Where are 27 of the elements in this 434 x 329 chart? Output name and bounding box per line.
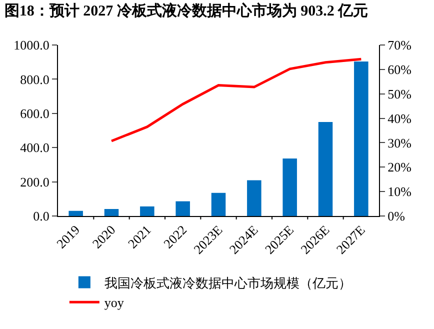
y-tick-label: 200.0: [20, 174, 50, 190]
y-tick-label: 1000.0: [14, 38, 50, 53]
bar: [282, 158, 297, 216]
line-series: [110, 58, 362, 142]
bar: [176, 201, 190, 216]
bar: [318, 122, 333, 216]
bar: [68, 210, 83, 216]
chart-title: 图18：预计 2027 冷板式液冷数据中心市场为 903.2 亿元: [4, 1, 368, 20]
y2-tick-label: 30%: [388, 135, 412, 150]
y2-tick-label: 20%: [388, 160, 412, 175]
y2-tick-label: 60%: [388, 62, 412, 77]
bar: [354, 62, 368, 216]
y2-tick-label: 10%: [388, 184, 412, 200]
y2-tick-label: 70%: [388, 38, 412, 53]
y-tick-label: 800.0: [20, 72, 50, 87]
y-tick-label: 400.0: [20, 140, 50, 156]
y2-tick-label: 50%: [388, 86, 412, 102]
y2-tick-label: 0%: [388, 208, 406, 224]
bar: [140, 206, 154, 216]
legend-label: 我国冷板式液冷数据中心市场规模（亿元）: [104, 275, 352, 290]
bar: [104, 208, 119, 216]
y2-tick-label: 40%: [388, 110, 412, 126]
y-tick-label: 600.0: [20, 106, 50, 121]
bar: [211, 192, 226, 216]
bar: [247, 180, 262, 216]
y-tick-label: 0.0: [33, 208, 50, 224]
legend-label: yoy: [104, 295, 124, 310]
